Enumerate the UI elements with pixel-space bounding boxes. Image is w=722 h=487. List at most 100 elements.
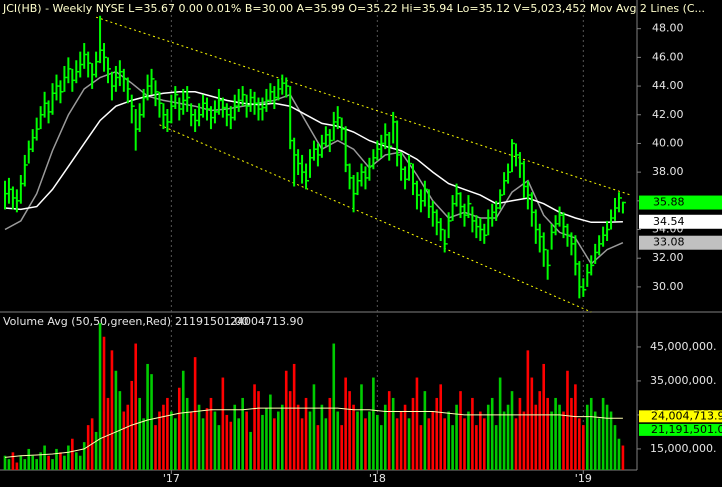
volume-tag-label: 24,004,713.90	[651, 409, 722, 422]
volume-bar	[364, 418, 367, 470]
volume-bar	[308, 411, 312, 470]
volume-bar	[613, 425, 617, 470]
volume-bar	[201, 418, 205, 470]
volume-bar	[522, 411, 526, 470]
volume-bar	[372, 377, 375, 470]
volume-bar	[126, 404, 130, 470]
volume-bar	[273, 418, 276, 470]
volume-bar	[332, 343, 336, 470]
x-tick-label: '19	[575, 472, 592, 485]
volume-bar	[110, 350, 114, 470]
volume-bar	[114, 370, 118, 470]
volume-bar	[419, 425, 423, 470]
volume-bar	[605, 404, 609, 470]
volume-bar	[379, 425, 383, 470]
volume-bar	[122, 411, 126, 470]
volume-bar	[233, 404, 237, 470]
volume-bar	[490, 397, 494, 470]
volume-bar	[399, 411, 403, 470]
volume-bar	[320, 404, 324, 470]
volume-bar	[300, 418, 304, 470]
volume-bar	[562, 411, 565, 470]
volume-bar	[546, 397, 549, 470]
volume-bar	[71, 438, 74, 470]
volume-bar	[67, 445, 70, 470]
volume-bar	[292, 363, 296, 470]
volume-bar	[189, 411, 193, 470]
volume-bar	[471, 397, 474, 470]
volume-tag-label: 21,191,501.00	[651, 423, 722, 436]
volume-bar	[514, 418, 518, 470]
volume-bar	[225, 414, 229, 470]
volume-bar	[324, 418, 328, 470]
volume-bar	[582, 425, 585, 470]
volume-bar	[558, 404, 561, 470]
volume-bar	[142, 418, 145, 470]
volume-bar	[427, 418, 431, 470]
volume-bar	[435, 397, 439, 470]
volume-bar	[166, 397, 169, 470]
volume-tag	[639, 423, 722, 436]
volume-bar	[78, 455, 82, 470]
volume-bar	[443, 418, 446, 470]
volume-average-value: 21191501.00	[175, 315, 248, 328]
volume-bar	[146, 363, 149, 470]
volume-bar	[253, 384, 256, 470]
volume-bar	[510, 391, 514, 470]
volume-bar	[518, 397, 522, 470]
volume-bar	[506, 404, 510, 470]
volume-bar	[277, 411, 280, 470]
volume-bar	[482, 418, 486, 470]
y-tick-label: 44.00	[652, 79, 684, 92]
volume-bar	[383, 404, 387, 470]
volume-bar	[593, 411, 597, 470]
volume-bar	[550, 411, 553, 470]
volume-bar	[197, 404, 201, 470]
volume-bar	[241, 397, 244, 470]
volume-bar	[7, 459, 11, 470]
volume-bar	[328, 397, 332, 470]
volume-bar	[475, 425, 478, 470]
volume-bar	[19, 455, 23, 470]
volume-bar	[43, 445, 46, 470]
volume-bar	[352, 404, 355, 470]
volume-bar	[479, 411, 482, 470]
volume-title: Volume Avg (50,50,green,Red)	[3, 315, 171, 328]
y-tick-label: 30.00	[652, 280, 684, 293]
volume-bar	[74, 452, 78, 470]
volume-bar	[395, 418, 399, 470]
volume-bar	[578, 418, 581, 470]
y-tick-label: 42.00	[652, 108, 684, 121]
volume-bar	[463, 418, 466, 470]
volume-bar	[589, 397, 593, 470]
moving-average	[4, 91, 623, 224]
volume-tag	[639, 410, 722, 423]
volume-bar	[94, 431, 98, 470]
volume-bar	[415, 377, 419, 470]
volume-bar	[82, 442, 86, 470]
volume-bar	[181, 370, 185, 470]
volume-bar	[134, 343, 138, 470]
volume-bar	[494, 425, 498, 470]
volume-bar	[31, 455, 35, 470]
volume-bar	[403, 404, 407, 470]
volume-bar	[348, 391, 351, 470]
volume-bar	[63, 455, 66, 470]
volume-bar	[3, 455, 7, 470]
volume-bar	[59, 452, 62, 470]
y-tick-label: 32.00	[652, 251, 684, 264]
volume-bar	[158, 411, 161, 470]
volume-bar	[23, 459, 27, 470]
volume-bar	[344, 377, 347, 470]
volume-bar	[150, 374, 153, 470]
volume-bar	[138, 397, 141, 470]
volume-bar	[368, 411, 371, 470]
volume-bar	[534, 404, 538, 470]
volume-average-value: 24004713.90	[230, 315, 303, 328]
volume-bar	[221, 377, 225, 470]
volume-bar	[455, 404, 458, 470]
volume-bar	[459, 391, 462, 470]
price-tag	[639, 214, 722, 229]
volume-bar	[336, 411, 340, 470]
volume-bar	[451, 425, 454, 470]
